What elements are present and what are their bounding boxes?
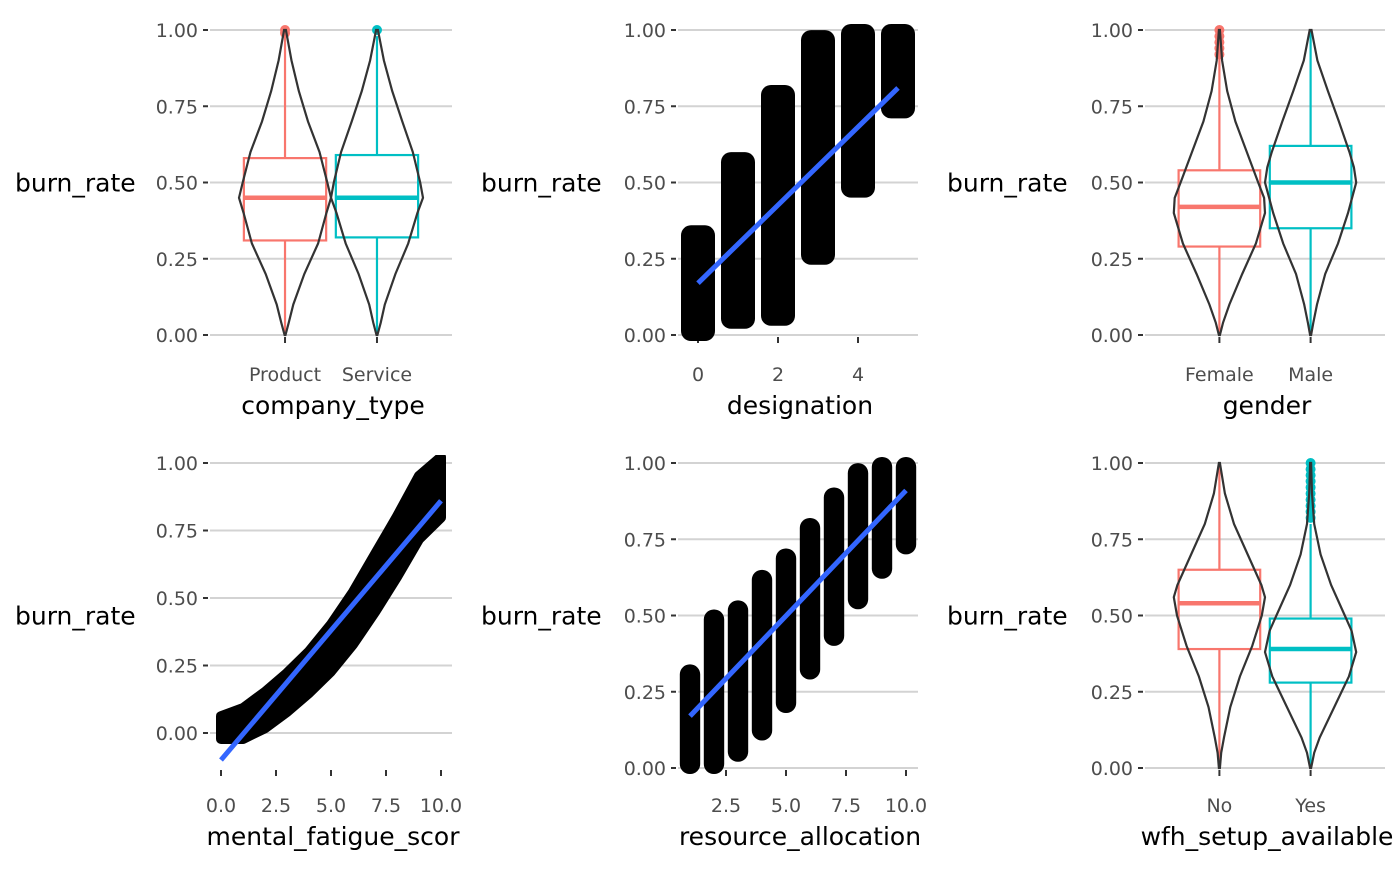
y-tick-label: 0.25: [156, 249, 198, 271]
box-iqr: [1268, 144, 1353, 230]
panel-4: 0.00 0.25 0.50 0.75 1.00 burn_rate mental_fati…: [15, 453, 462, 851]
x-axis-title: gender: [1223, 391, 1312, 420]
y-tick-label: 0.25: [1091, 249, 1133, 271]
box-iqr: [1177, 568, 1262, 651]
x-tick-label: 10.0: [420, 795, 462, 817]
x-tick-label: 2.5: [261, 795, 291, 817]
y-tick-label: 0.50: [156, 588, 198, 610]
y-tick-label: 1.00: [156, 453, 198, 475]
point-cluster: [881, 24, 915, 119]
x-tick-label: 10.0: [885, 795, 927, 817]
panel-6: 0.00 0.25 0.50 0.75 1.00 burn_rate wfh_setup_a…: [947, 453, 1393, 851]
violin-outline: [1172, 28, 1267, 337]
violin-outline: [1172, 461, 1267, 770]
y-tick-label: 0.50: [624, 173, 666, 195]
y-tick-label: 0.50: [156, 173, 198, 195]
y-tick-label: 0.50: [1091, 606, 1133, 628]
y-tick-label: 0.75: [1091, 96, 1133, 118]
y-tick-label: 0.50: [624, 606, 666, 628]
point-cluster: [751, 569, 773, 741]
point-cluster: [801, 30, 835, 265]
x-axis-title: wfh_setup_available: [1141, 822, 1394, 851]
violin-outline: [237, 28, 333, 337]
violin-outline: [329, 28, 425, 337]
y-tick-label: 0.75: [624, 529, 666, 551]
x-tick-label: Service: [342, 364, 412, 386]
y-axis-title: burn_rate: [947, 602, 1068, 631]
y-tick-label: 0.75: [624, 96, 666, 118]
panel-1: 0.00 0.25 0.50 0.75 1.00 burn_rate company_typ…: [15, 20, 452, 420]
y-axis-title: burn_rate: [481, 602, 602, 631]
point-cluster: [799, 518, 821, 680]
y-tick-label: 0.00: [624, 325, 666, 347]
point-cluster: [727, 600, 749, 762]
y-tick-label: 0.25: [1091, 682, 1133, 704]
y-tick-label: 0.75: [156, 521, 198, 543]
x-tick-label: 0.0: [206, 795, 236, 817]
point-cluster: [895, 457, 917, 555]
x-tick-label: Product: [249, 364, 321, 386]
x-tick-label: Female: [1185, 364, 1254, 386]
x-tick-label: No: [1206, 795, 1232, 817]
panel-2: 0.00 0.25 0.50 0.75 1.00 burn_rate designation…: [481, 20, 918, 420]
points-layer: [216, 455, 446, 744]
x-axis-title: company_type: [241, 391, 425, 420]
points-layer: [679, 457, 917, 774]
x-tick-label: 7.5: [371, 795, 401, 817]
x-axis-title: resource_allocation: [679, 822, 921, 851]
y-tick-label: 0.50: [1091, 173, 1133, 195]
y-tick-label: 0.25: [156, 656, 198, 678]
fit-line: [696, 86, 900, 285]
y-tick-label: 1.00: [1091, 20, 1133, 42]
y-tick-label: 0.75: [1091, 529, 1133, 551]
x-tick-label: 0: [692, 364, 704, 386]
point-cloud: [216, 455, 446, 744]
y-tick-label: 1.00: [156, 20, 198, 42]
violin-outline: [1263, 461, 1358, 770]
fit-line: [688, 488, 908, 718]
point-cluster: [721, 152, 755, 329]
y-tick-label: 0.00: [156, 325, 198, 347]
y-tick-label: 1.00: [624, 453, 666, 475]
panel-5: 0.00 0.25 0.50 0.75 1.00 burn_rate resource_al…: [481, 453, 927, 851]
point-cluster: [841, 24, 875, 198]
x-tick-label: 5.0: [771, 795, 801, 817]
y-tick-label: 0.00: [1091, 758, 1133, 780]
x-tick-label: 2: [772, 364, 784, 386]
y-tick-label: 0.00: [624, 758, 666, 780]
y-axis-title: burn_rate: [481, 169, 602, 198]
point-cluster: [679, 664, 701, 774]
y-tick-label: 1.00: [624, 20, 666, 42]
y-tick-label: 0.00: [1091, 325, 1133, 347]
x-tick-label: 7.5: [831, 795, 861, 817]
y-tick-label: 0.25: [624, 249, 666, 271]
y-axis-title: burn_rate: [947, 169, 1068, 198]
y-axis-title: burn_rate: [15, 602, 136, 631]
x-axis-title: designation: [727, 391, 873, 420]
y-tick-label: 0.25: [624, 682, 666, 704]
x-tick-label: Yes: [1294, 795, 1326, 817]
point-cluster: [847, 463, 869, 610]
x-tick-label: 4: [852, 364, 864, 386]
violin-outline: [1263, 28, 1358, 337]
point-cluster: [775, 548, 797, 713]
y-tick-label: 0.00: [156, 723, 198, 745]
x-tick-label: 2.5: [711, 795, 741, 817]
y-tick-label: 0.75: [156, 96, 198, 118]
x-tick-label: Male: [1288, 364, 1333, 386]
y-tick-label: 1.00: [1091, 453, 1133, 475]
x-axis-title: mental_fatigue_scor: [207, 822, 461, 851]
y-axis-title: burn_rate: [15, 169, 136, 198]
x-tick-label: 5.0: [316, 795, 346, 817]
fit-line: [219, 499, 443, 762]
